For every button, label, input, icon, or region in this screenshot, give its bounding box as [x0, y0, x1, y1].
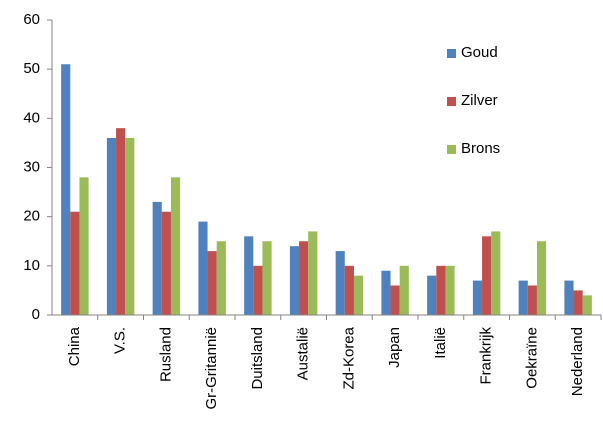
bar	[289, 246, 300, 315]
bar	[564, 280, 574, 315]
bar	[582, 295, 592, 315]
bar	[573, 290, 583, 315]
bar	[472, 280, 483, 315]
x-tick-label: Nederland	[569, 327, 586, 396]
bar	[116, 128, 126, 315]
bar	[216, 241, 226, 315]
y-tick-label: 30	[23, 158, 40, 175]
y-tick-label: 10	[23, 257, 40, 274]
x-tick-label: Gr-Gritannië	[203, 327, 220, 410]
bar	[308, 231, 318, 315]
bar	[527, 285, 537, 315]
bar	[207, 251, 217, 315]
bar	[536, 241, 547, 315]
legend-label: Goud	[461, 44, 498, 61]
y-tick-label: 60	[23, 11, 40, 28]
bar	[491, 231, 501, 315]
bar	[262, 241, 272, 315]
bar	[161, 211, 171, 315]
x-tick-label: Frankrijk	[478, 327, 495, 385]
legend-label: Zilver	[461, 92, 498, 109]
x-tick-label: Japan	[386, 327, 403, 368]
bar	[70, 211, 80, 315]
bar	[518, 280, 528, 315]
x-tick-label: Duitsland	[249, 327, 266, 390]
bar	[381, 270, 391, 315]
bar	[353, 275, 364, 315]
bar	[106, 138, 117, 315]
x-tick-label: China	[66, 326, 83, 366]
bar	[299, 241, 309, 315]
bar	[399, 265, 409, 315]
bar	[79, 177, 89, 315]
x-tick-label: Oekraïne	[523, 327, 540, 389]
bar	[253, 265, 263, 315]
x-tick-label: Zd-Korea	[340, 326, 357, 389]
bar	[244, 236, 254, 315]
legend-swatch	[447, 145, 456, 154]
bar	[427, 275, 437, 315]
y-tick-label: 20	[23, 208, 40, 225]
legend-swatch	[447, 97, 456, 106]
bar	[335, 251, 345, 315]
bar	[170, 177, 181, 315]
bar	[436, 265, 446, 315]
bar	[61, 64, 71, 315]
legend-label: Brons	[461, 140, 500, 157]
bar	[125, 138, 135, 315]
x-tick-label: Austalië	[295, 327, 312, 380]
x-tick-label: Rusland	[157, 327, 174, 382]
bar	[390, 285, 400, 315]
bar	[344, 265, 354, 315]
y-tick-label: 40	[23, 109, 40, 126]
y-tick-label: 50	[23, 60, 40, 77]
y-tick-label: 0	[32, 306, 40, 323]
bar	[482, 236, 492, 315]
x-tick-label: Italië	[432, 327, 449, 359]
bar	[198, 221, 208, 315]
bar	[445, 265, 455, 315]
bar	[152, 201, 162, 315]
legend-swatch	[447, 49, 456, 58]
x-tick-label: V.S.	[112, 327, 129, 354]
